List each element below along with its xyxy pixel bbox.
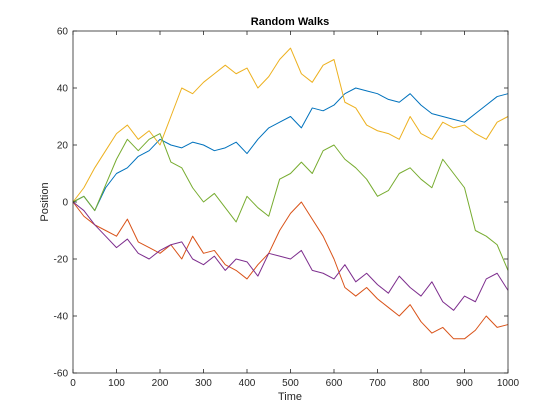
- x-tick-label: 1000: [497, 378, 520, 389]
- y-tick-label: -60: [54, 369, 69, 380]
- series-line-5: [72, 133, 509, 271]
- y-axis-label: Position: [39, 182, 51, 221]
- x-tick-label: 100: [108, 378, 125, 389]
- series-layer: [72, 47, 509, 340]
- series-line-3: [72, 47, 509, 203]
- x-tick-label: 0: [70, 378, 76, 389]
- y-tick-label: 0: [62, 198, 68, 209]
- plot-area: [73, 31, 508, 373]
- x-tick-label: 400: [239, 378, 256, 389]
- axes-layer: 0 100 200 300 400 500 600 700 800 900 1000-60-40-2…: [54, 27, 520, 390]
- x-tick-label: 700: [369, 378, 386, 389]
- series-line-2: [72, 201, 509, 340]
- x-tick-label: 800: [413, 378, 430, 389]
- x-tick-label: 600: [326, 378, 343, 389]
- series-line-4: [72, 201, 509, 311]
- x-tick-label: 500: [282, 378, 299, 389]
- x-tick-label: 200: [152, 378, 169, 389]
- x-axis-label: Time: [278, 391, 302, 403]
- x-tick-label: 900: [456, 378, 473, 389]
- y-tick-label: -40: [54, 312, 69, 323]
- x-tick-label: 300: [195, 378, 212, 389]
- chart-title: Random Walks: [251, 16, 329, 28]
- y-tick-label: 60: [57, 27, 69, 38]
- y-tick-label: -20: [54, 255, 69, 266]
- y-tick-label: 20: [57, 141, 69, 152]
- series-line-1: [72, 87, 509, 212]
- y-tick-label: 40: [57, 84, 69, 95]
